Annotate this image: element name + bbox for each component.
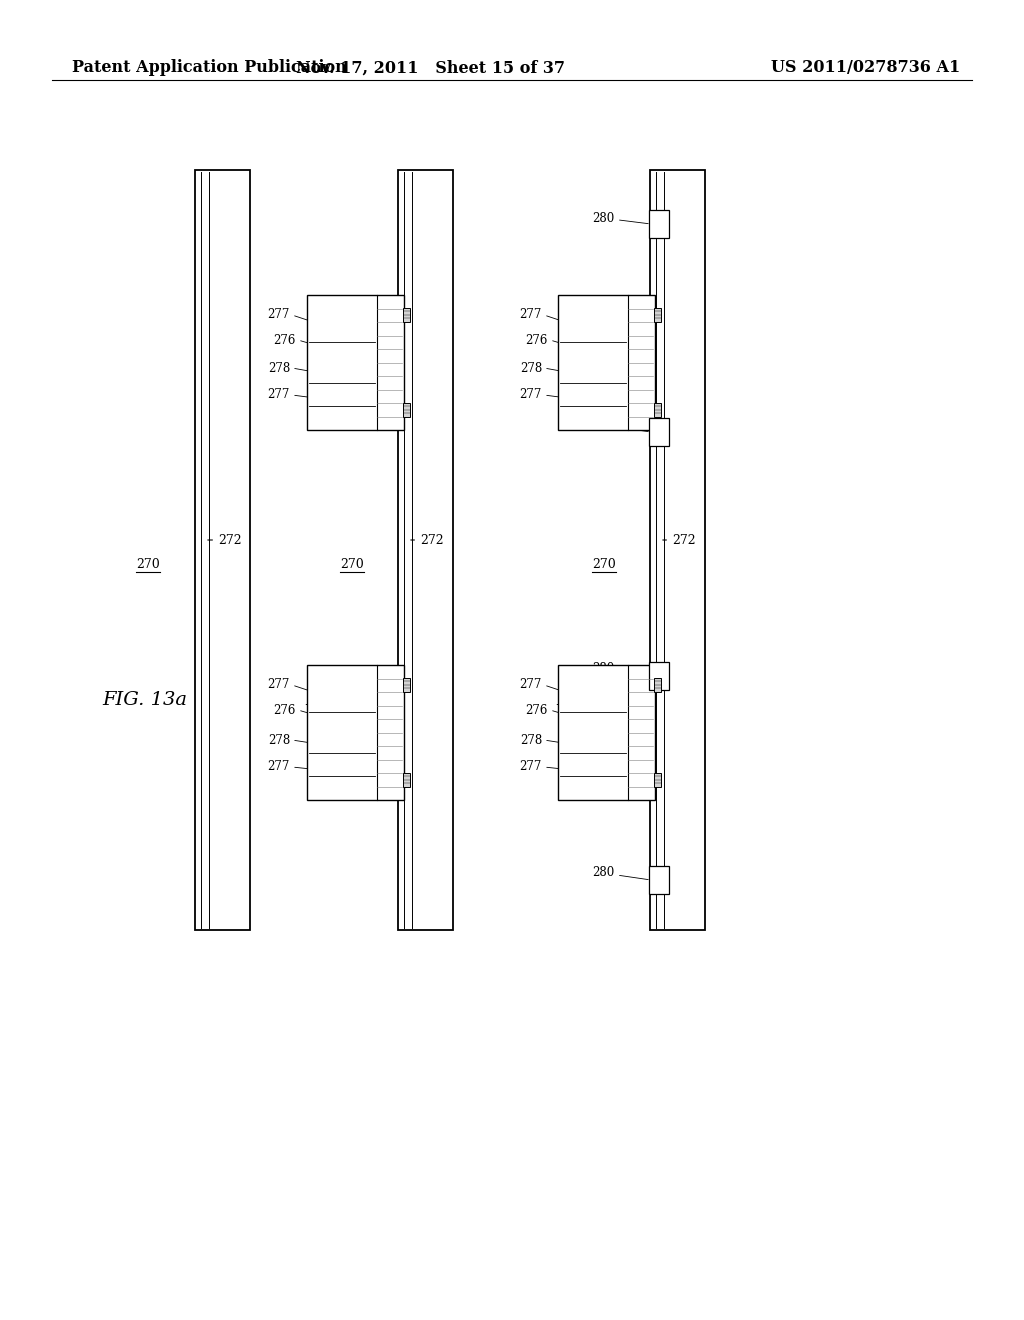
Text: 277: 277	[267, 388, 290, 401]
Text: 278: 278	[267, 362, 290, 375]
Text: 277: 277	[267, 760, 290, 774]
Bar	[654, 678, 662, 692]
Bar	[195, 170, 250, 931]
Text: 277: 277	[519, 388, 542, 401]
Bar	[307, 665, 404, 800]
Bar	[403, 772, 410, 787]
Text: 270: 270	[340, 558, 364, 572]
Bar	[654, 403, 662, 417]
Text: 270: 270	[136, 558, 160, 572]
Bar	[558, 665, 655, 800]
Text: 280: 280	[592, 866, 648, 879]
Text: 277: 277	[267, 309, 290, 322]
Text: 277: 277	[519, 678, 542, 692]
Text: 277: 277	[267, 678, 290, 692]
Bar	[654, 309, 662, 322]
Text: 272: 272	[208, 533, 242, 546]
Bar	[649, 866, 669, 894]
Text: US 2011/0278736 A1: US 2011/0278736 A1	[771, 59, 961, 77]
Text: 272: 272	[411, 533, 443, 546]
Text: 277: 277	[519, 309, 542, 322]
Text: 276: 276	[273, 704, 296, 717]
Text: 280: 280	[592, 663, 648, 676]
Text: 280: 280	[592, 418, 648, 432]
Text: 276: 276	[525, 334, 548, 346]
Text: 270: 270	[592, 558, 615, 572]
Bar	[649, 418, 669, 446]
Bar	[558, 294, 655, 430]
Text: FIG. 13a: FIG. 13a	[102, 690, 187, 709]
Bar	[403, 678, 410, 692]
Text: 272: 272	[663, 533, 695, 546]
Bar	[403, 403, 410, 417]
Text: 280: 280	[592, 211, 648, 224]
Text: 278: 278	[520, 362, 542, 375]
Bar	[654, 772, 662, 787]
Text: 276: 276	[273, 334, 296, 346]
Text: 277: 277	[519, 760, 542, 774]
Text: 278: 278	[267, 734, 290, 747]
Text: 276: 276	[525, 704, 548, 717]
Text: FIG. 13c: FIG. 13c	[556, 690, 640, 709]
Bar	[307, 294, 404, 430]
Bar	[649, 663, 669, 690]
Text: Nov. 17, 2011   Sheet 15 of 37: Nov. 17, 2011 Sheet 15 of 37	[296, 59, 564, 77]
Text: FIG. 13b: FIG. 13b	[305, 690, 391, 709]
Bar	[398, 170, 453, 931]
Text: 278: 278	[520, 734, 542, 747]
Bar	[649, 210, 669, 238]
Bar	[403, 309, 410, 322]
Bar	[650, 170, 705, 931]
Text: Patent Application Publication: Patent Application Publication	[72, 59, 347, 77]
